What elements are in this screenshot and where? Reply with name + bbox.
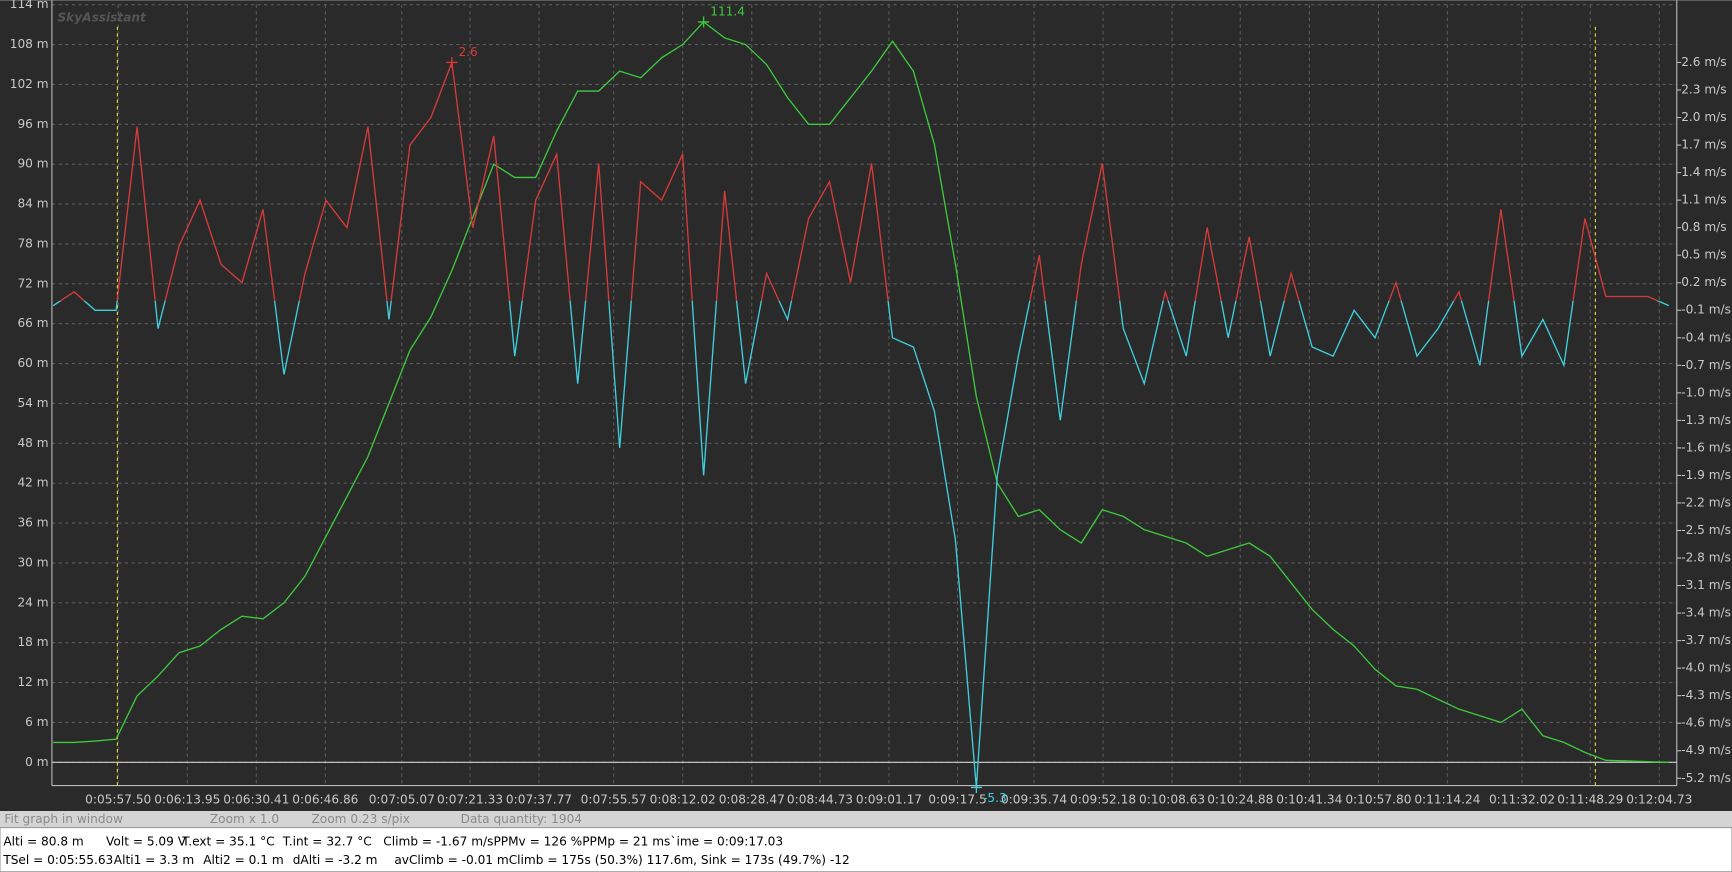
x-tick-label: 0:06:30.41 [223, 792, 289, 806]
y-tick-label: 72 m [17, 276, 48, 290]
x-tick-label: 0:10:57.80 [1345, 792, 1411, 806]
y2-tick-label: 2.0 m/s [1681, 110, 1726, 124]
y-tick-label: 0 m [25, 755, 48, 769]
status-text: Data quantity: 1904 [461, 812, 583, 826]
x-tick-label: 0:07:05.07 [369, 792, 435, 806]
annotation-label: 2.6 [458, 45, 477, 59]
y2-tick-label: 1.7 m/s [1681, 138, 1726, 152]
y2-tick-label: -4.0 m/s [1681, 661, 1731, 675]
y-tick-label: 12 m [17, 675, 48, 689]
y2-tick-label: -4.6 m/s [1681, 716, 1731, 730]
info-text: T.ext = 35.1 °C [181, 834, 274, 848]
y2-tick-label: 0.8 m/s [1681, 220, 1726, 234]
y2-tick-label: -3.7 m/s [1681, 633, 1731, 647]
info-text: Volt = 5.09 V [106, 834, 187, 848]
y2-tick-label: 0.2 m/s [1681, 275, 1726, 289]
y-tick-label: 114 m [10, 0, 49, 11]
x-tick-label: 0:09:01.17 [856, 792, 922, 806]
y2-tick-label: -1.0 m/s [1681, 385, 1731, 399]
series-line [53, 20, 1669, 763]
y-tick-label: 54 m [17, 396, 48, 410]
x-tick-label: 0:06:13.95 [154, 792, 220, 806]
x-tick-label: 0:07:21.33 [437, 792, 503, 806]
x-tick-label: 0:10:24.88 [1207, 792, 1273, 806]
status-text: Fit graph in window [4, 812, 123, 826]
x-tick-label: 0:09:35.74 [1001, 792, 1067, 806]
series-line [52, 62, 1670, 788]
y-tick-label: 24 m [17, 595, 48, 609]
y-tick-label: 60 m [17, 356, 48, 370]
y2-tick-label: -1.6 m/s [1681, 440, 1731, 454]
x-tick-label: 0:06:46.86 [292, 792, 358, 806]
y2-tick-label: -1.3 m/s [1681, 413, 1731, 427]
y-tick-label: 48 m [17, 436, 48, 450]
annotation-marker [698, 16, 710, 28]
status-bar [0, 811, 1732, 828]
y2-tick-label: -5.2 m/s [1681, 771, 1731, 785]
y2-tick-label: 1.4 m/s [1681, 165, 1726, 179]
y2-tick-label: -4.3 m/s [1681, 688, 1731, 702]
annotation-label: -5.3 [983, 791, 1007, 805]
x-tick-label: 0:08:28.47 [719, 792, 785, 806]
y-tick-label: 18 m [17, 635, 48, 649]
x-tick-label: 0:11:48.29 [1557, 792, 1623, 806]
info-text: T.int = 32.7 °C [282, 834, 372, 848]
chart-background [0, 0, 1732, 812]
annotation-marker [970, 781, 982, 793]
watermark: SkyAssistant [57, 10, 147, 24]
y2-tick-label: 2.6 m/s [1681, 55, 1726, 69]
info-text: avClimb = -0.01 mClimb = 175s (50.3%) 11… [394, 853, 849, 867]
y-tick-label: 102 m [10, 77, 49, 91]
x-tick-label: 0:08:12.02 [650, 792, 716, 806]
y2-tick-label: -2.2 m/s [1681, 495, 1731, 509]
y-tick-label: 42 m [17, 476, 48, 490]
status-text: Zoom 0.23 s/pix [311, 812, 409, 826]
y-tick-label: 108 m [10, 37, 49, 51]
y-tick-label: 6 m [25, 715, 48, 729]
y2-tick-label: -0.4 m/s [1681, 330, 1731, 344]
y2-tick-label: 0.5 m/s [1681, 248, 1726, 262]
x-tick-label: 0:07:37.77 [506, 792, 572, 806]
info-text: Climb = -1.67 m/sPPMv = 126 %PPMp = 21 m… [383, 834, 783, 848]
x-tick-label: 0:10:08.63 [1139, 792, 1205, 806]
annotation-marker [446, 56, 458, 68]
info-text: dAlti = -3.2 m [293, 853, 378, 867]
y-tick-label: 30 m [17, 555, 48, 569]
info-text: Alti1 = 3.3 m [114, 853, 194, 867]
info-text: Alti = 80.8 m [3, 834, 83, 848]
y2-tick-label: -3.1 m/s [1681, 578, 1731, 592]
y2-tick-label: -2.5 m/s [1681, 523, 1731, 537]
y2-tick-label: 1.1 m/s [1681, 193, 1726, 207]
x-tick-label: 0:10:41.34 [1276, 792, 1342, 806]
x-tick-label: 0:09:17.5 [928, 792, 986, 806]
info-text: Alti2 = 0.1 m [203, 853, 283, 867]
y-tick-label: 78 m [17, 236, 48, 250]
info-text: TSel = 0:05:55.63 [2, 853, 113, 867]
y2-tick-label: -0.7 m/s [1681, 358, 1731, 372]
y-tick-label: 36 m [17, 516, 48, 530]
y-tick-label: 84 m [17, 197, 48, 211]
y2-tick-label: -1.9 m/s [1681, 468, 1731, 482]
x-tick-label: 0:05:57.50 [85, 792, 151, 806]
x-tick-label: 0:09:52.18 [1070, 792, 1136, 806]
x-tick-label: 0:12:04.73 [1626, 792, 1692, 806]
y2-tick-label: -4.9 m/s [1681, 743, 1731, 757]
y2-tick-label: -2.8 m/s [1681, 551, 1731, 565]
x-tick-label: 0:08:44.73 [787, 792, 853, 806]
y-tick-label: 66 m [17, 316, 48, 330]
x-tick-label: 0:07:55.57 [581, 792, 647, 806]
y2-tick-label: -3.4 m/s [1681, 606, 1731, 620]
x-tick-label: 0:11:14.24 [1414, 792, 1480, 806]
y2-tick-label: -0.1 m/s [1681, 303, 1731, 317]
y-tick-label: 90 m [17, 157, 48, 171]
y2-tick-label: 2.3 m/s [1681, 83, 1726, 97]
y-tick-label: 96 m [17, 117, 48, 131]
annotation-label: 111.4 [710, 4, 745, 18]
status-text: Zoom x 1.0 [210, 812, 279, 826]
x-tick-label: 0:11:32.02 [1489, 792, 1555, 806]
